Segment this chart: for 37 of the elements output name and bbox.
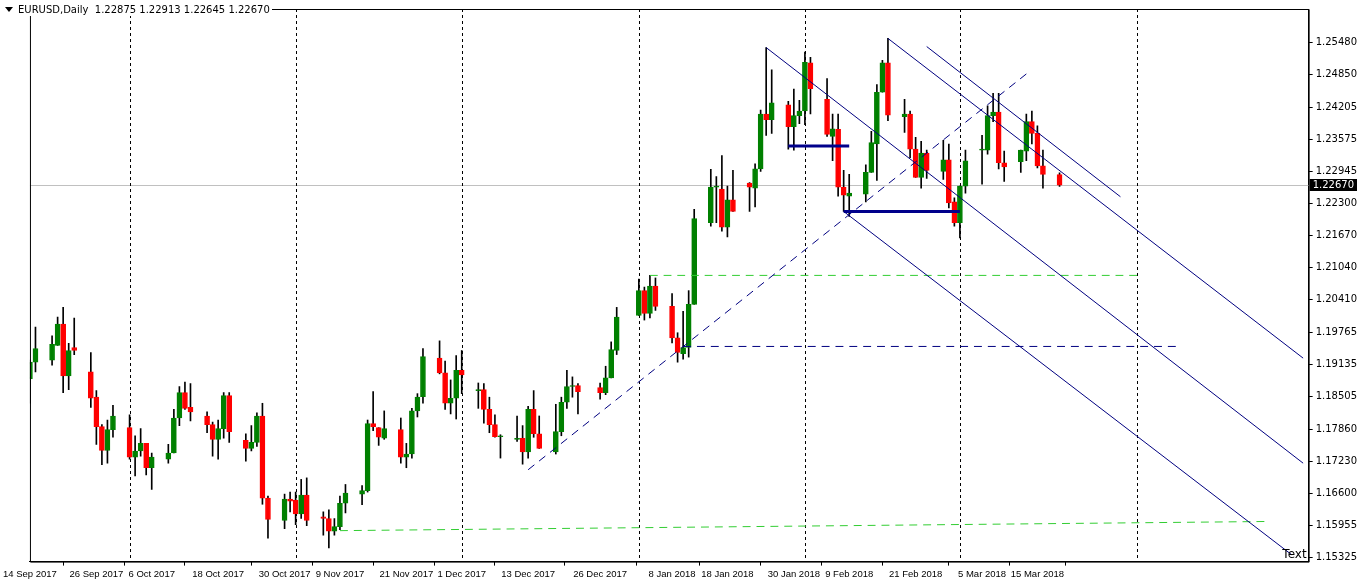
y-tick-label: 1.19135 (1315, 358, 1358, 370)
x-tick-label: 21 Feb 2018 (888, 567, 943, 579)
x-tick-label: 30 Jan 2018 (767, 567, 820, 579)
x-tick-label: 26 Sep 2017 (69, 567, 124, 579)
annotation: Text (1281, 546, 1307, 561)
x-tick-label: 8 Jan 2018 (648, 567, 696, 579)
y-tick-label: 1.24205 (1315, 100, 1358, 112)
x-tick-label: 6 Oct 2017 (128, 567, 175, 579)
chart-title: EURUSD,Daily 1.22875 1.22913 1.22645 1.22670 (16, 4, 272, 16)
x-tick-label: 21 Nov 2017 (379, 567, 434, 579)
x-tick-label: 26 Dec 2017 (573, 567, 628, 579)
y-tick-label: 1.16600 (1315, 486, 1358, 498)
x-tick-label: 14 Sep 2017 (3, 567, 57, 579)
y-tick-label: 1.15955 (1315, 519, 1358, 531)
y-tick-label: 1.21670 (1315, 229, 1358, 241)
x-tick-label: 18 Oct 2017 (192, 567, 245, 579)
y-tick-label: 1.15325 (1315, 551, 1358, 563)
x-tick-label: 30 Oct 2017 (258, 567, 311, 579)
y-tick-label: 1.22945 (1315, 164, 1358, 176)
x-tick-label: 18 Jan 2018 (701, 567, 754, 579)
y-tick-label: 1.20410 (1315, 293, 1358, 305)
y-tick-label: 1.25480 (1315, 36, 1358, 48)
x-tick-label: 9 Nov 2017 (315, 567, 365, 579)
y-tick-label: 1.18505 (1315, 390, 1358, 402)
ref-line-label: 1.22670 (1312, 178, 1355, 190)
y-tick-label: 1.24850 (1315, 68, 1358, 80)
y-tick-label: 1.19765 (1315, 326, 1358, 338)
x-tick-label: 13 Dec 2017 (501, 567, 556, 579)
y-tick-label: 1.17230 (1315, 454, 1358, 466)
y-tick-label: 1.21040 (1315, 261, 1358, 273)
y-tick-label: 1.23575 (1315, 132, 1358, 144)
x-tick-label: 15 Mar 2018 (1010, 567, 1065, 579)
y-tick-label: 1.17860 (1315, 422, 1358, 434)
x-tick-label: 9 Feb 2018 (825, 567, 874, 579)
x-tick-label: 1 Dec 2017 (437, 567, 487, 579)
y-tick-label: 1.22300 (1315, 197, 1358, 209)
x-tick-label: 5 Mar 2018 (958, 567, 1007, 579)
